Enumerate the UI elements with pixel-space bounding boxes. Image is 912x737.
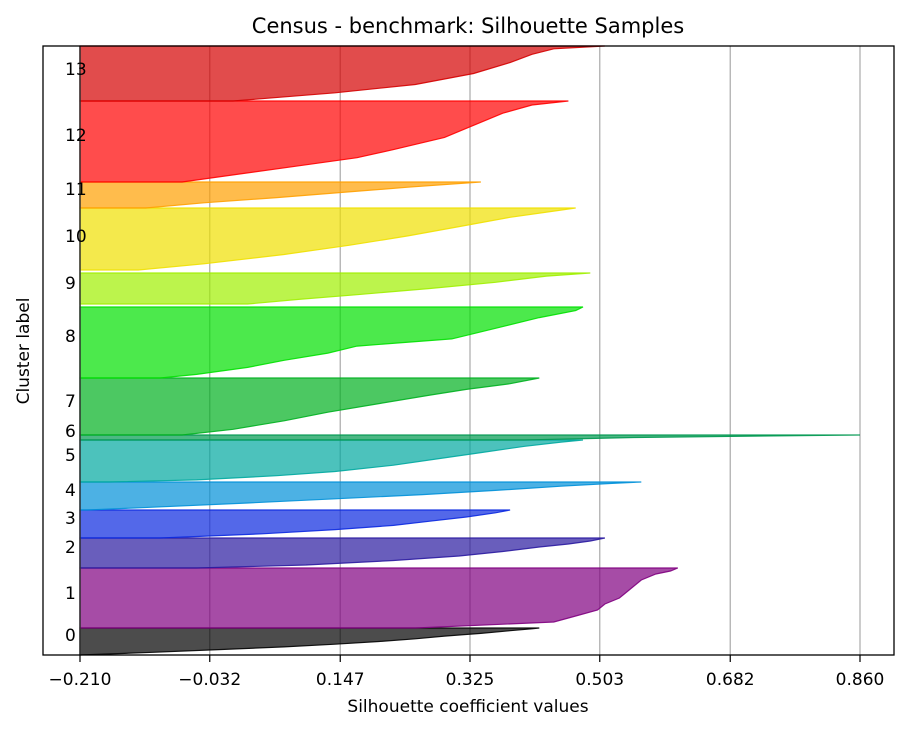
cluster-label-4: 4: [65, 481, 76, 501]
cluster-band-6: [79, 434, 861, 441]
x-tick-label: 0.503: [575, 670, 624, 690]
cluster-band-7: [79, 377, 540, 436]
cluster-band-0: [79, 627, 540, 656]
cluster-label-10: 10: [65, 227, 87, 247]
cluster-label-2: 2: [65, 538, 76, 558]
cluster-label-3: 3: [65, 509, 76, 529]
cluster-band-2: [79, 537, 606, 569]
cluster-band-13: [79, 45, 605, 102]
cluster-band-12: [79, 100, 569, 183]
cluster-band-5: [79, 439, 584, 483]
cluster-label-5: 5: [65, 446, 76, 466]
cluster-label-6: 6: [65, 422, 76, 442]
cluster-band-10: [79, 207, 576, 271]
x-axis-label: Silhouette coefficient values: [347, 697, 588, 717]
cluster-band-8: [79, 306, 584, 379]
cluster-band-11: [79, 181, 481, 209]
x-tick-label: 0.682: [706, 670, 755, 690]
cluster-label-1: 1: [65, 584, 76, 604]
cluster-label-0: 0: [65, 626, 76, 646]
cluster-band-3: [79, 509, 511, 539]
cluster-label-13: 13: [65, 60, 87, 80]
bands-layer: [79, 45, 861, 656]
cluster-label-7: 7: [65, 392, 76, 412]
x-tick-label: 0.147: [316, 670, 365, 690]
x-tick-label: 0.325: [446, 670, 495, 690]
chart-title: Census - benchmark: Silhouette Samples: [252, 14, 684, 38]
cluster-label-9: 9: [65, 274, 76, 294]
cluster-label-11: 11: [65, 180, 87, 200]
cluster-band-9: [79, 272, 591, 305]
cluster-band-1: [79, 567, 679, 629]
cluster-band-4: [79, 481, 642, 511]
plot-frame: [42, 45, 895, 656]
y-axis-label: Cluster label: [14, 298, 34, 405]
cluster-label-8: 8: [65, 327, 76, 347]
x-tick-label: 0.860: [836, 670, 885, 690]
x-tick-label: −0.210: [49, 670, 112, 690]
x-ticks: −0.210 −0.032 0.147 0.325 0.503 0.682 0.860: [49, 655, 885, 690]
x-tick-label: −0.032: [178, 670, 241, 690]
cluster-label-12: 12: [65, 126, 87, 146]
